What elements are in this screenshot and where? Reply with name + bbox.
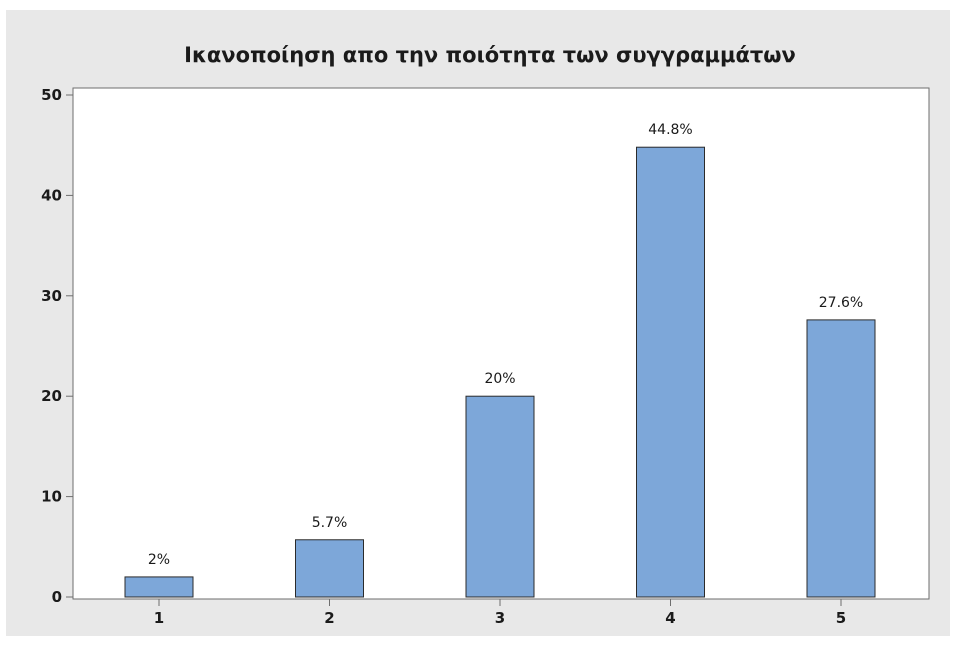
- y-axis: 0 10 20 30 40 50: [41, 86, 73, 606]
- bar-4: [636, 146, 705, 598]
- y-tick-label: 0: [52, 588, 62, 606]
- data-label: 2%: [148, 552, 170, 568]
- data-label: 20%: [484, 371, 515, 387]
- y-tick-label: 10: [41, 488, 62, 506]
- bar-5: [806, 319, 876, 598]
- y-tick-label: 50: [41, 86, 62, 104]
- data-label: 27.6%: [819, 295, 863, 311]
- x-axis: 1 2 3 4 5: [154, 599, 846, 627]
- bar-3: [465, 395, 535, 598]
- data-labels: 2% 5.7% 20% 44.8% 27.6%: [148, 122, 863, 568]
- y-tick-label: 40: [41, 186, 62, 204]
- bar-2: [295, 539, 364, 598]
- data-label: 5.7%: [312, 515, 348, 531]
- data-label: 44.8%: [648, 122, 692, 138]
- y-tick-label: 30: [41, 287, 62, 305]
- x-tick-label: 5: [836, 609, 846, 627]
- bars: [124, 146, 876, 598]
- y-tick-label: 20: [41, 387, 62, 405]
- x-tick-label: 3: [495, 609, 505, 627]
- chart-title: Ικανοποίηση απο την ποιότητα των συγγραμ…: [184, 43, 796, 67]
- x-tick-label: 2: [324, 609, 334, 627]
- x-tick-label: 1: [154, 609, 164, 627]
- x-tick-label: 4: [665, 609, 675, 627]
- bar-1: [124, 576, 194, 598]
